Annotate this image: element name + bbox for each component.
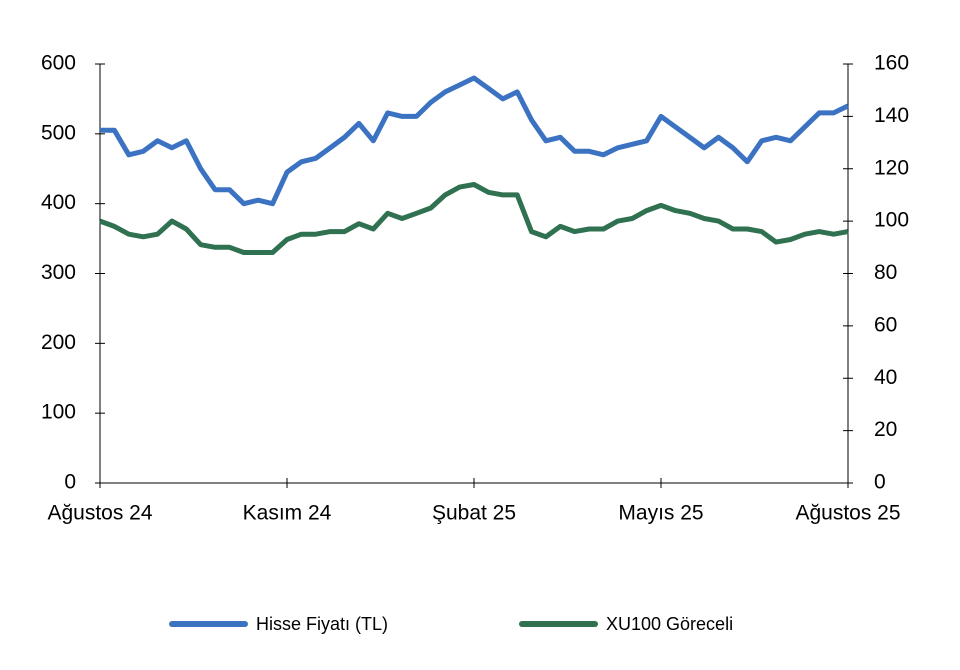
x-tick-label: Ağustos 24	[47, 502, 152, 525]
x-tick-label: Kasım 24	[243, 502, 332, 525]
y2-tick-label: 100	[874, 209, 909, 232]
y2-tick-label: 160	[874, 52, 909, 75]
legend-label: Hisse Fiyatı (TL)	[256, 614, 388, 634]
y2-tick-label: 140	[874, 104, 909, 127]
y2-tick-label: 120	[874, 156, 909, 179]
y2-tick-label: 80	[874, 261, 897, 284]
y2-tick-label: 20	[874, 418, 897, 441]
y-tick-label: 200	[41, 331, 76, 354]
x-tick-label: Ağustos 25	[795, 502, 900, 525]
y-tick-label: 400	[41, 191, 76, 214]
y2-tick-label: 0	[874, 471, 886, 494]
y2-tick-label: 60	[874, 313, 897, 336]
series-line	[99, 182, 849, 255]
x-tick-label: Mayıs 25	[618, 502, 703, 525]
y-tick-label: 100	[41, 401, 76, 424]
y-tick-label: 500	[41, 121, 76, 144]
y2-tick-label: 40	[874, 366, 897, 389]
y-tick-label: 300	[41, 261, 76, 284]
series-line	[100, 75, 850, 207]
y-tick-label: 0	[64, 471, 76, 494]
legend-label: XU100 Göreceli	[606, 614, 733, 634]
y-tick-label: 600	[41, 52, 76, 75]
x-tick-label: Şubat 25	[432, 502, 516, 525]
